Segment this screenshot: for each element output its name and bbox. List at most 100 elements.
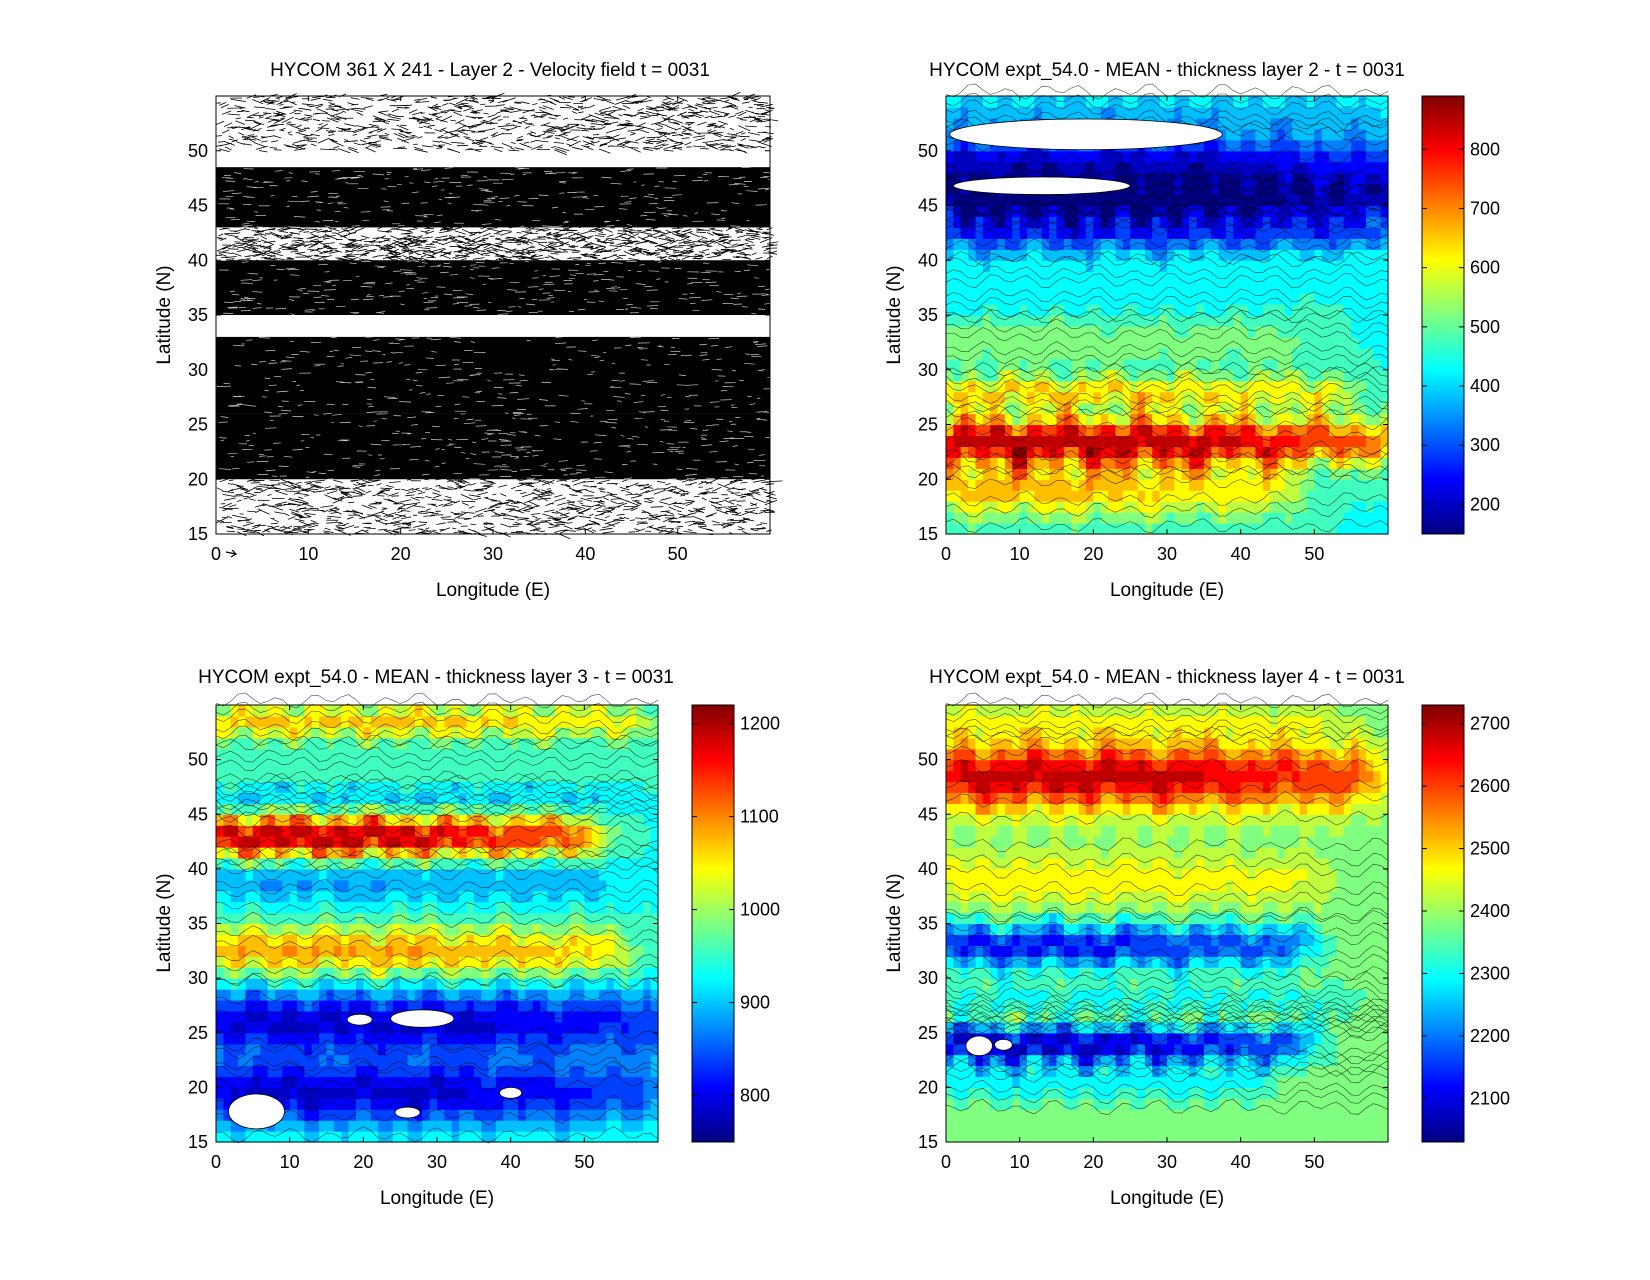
field-cell [1101,414,1109,426]
field-cell [592,945,600,957]
field-cell [533,1131,541,1143]
field-cell [518,880,526,892]
field-cell [282,749,290,761]
field-cell [1233,468,1241,480]
field-cell [1373,140,1381,152]
field-cell [327,1120,335,1132]
field-cell [518,902,526,914]
field-cell [990,249,998,261]
field-cell [1226,216,1234,228]
field-cell [643,1098,651,1110]
field-cell [1086,359,1094,371]
field-cell [385,771,393,783]
thickness-field [946,84,1389,535]
field-cell [1093,414,1101,426]
field-cell [371,924,379,936]
field-cell [319,902,327,914]
field-cell [1322,501,1330,513]
field-cell [1300,435,1308,447]
field-cell [953,490,961,502]
field-cell [1373,129,1381,141]
field-cell [548,869,556,881]
field-cell [1263,282,1271,294]
field-cell [1020,282,1028,294]
field-cell [1233,107,1241,119]
field-cell [216,1109,224,1121]
field-cell [518,934,526,946]
field-cell [1005,282,1013,294]
field-cell [422,1087,430,1099]
field-cell [606,978,614,990]
field-cell [606,771,614,783]
field-cell [1034,490,1042,502]
field-cell [636,1087,644,1099]
field-cell [636,825,644,837]
field-cell [349,803,357,815]
field-cell [1226,184,1234,196]
field-cell [349,880,357,892]
field-cell [533,1098,541,1110]
field-cell [363,1044,371,1056]
field-cell [466,1033,474,1045]
field-cell [1219,435,1227,447]
field-cell [1160,392,1168,404]
field-cell [592,825,600,837]
field-cell [614,858,622,870]
field-cell [562,967,570,979]
field-cell [459,705,467,717]
field-cell [1300,414,1308,426]
field-cell [961,107,969,119]
field-cell [1042,96,1050,108]
field-cell [1027,304,1035,316]
field-cell [1196,435,1204,447]
field-cell [1270,425,1278,437]
field-cell [651,792,659,804]
field-cell [260,716,268,728]
field-cell [349,825,357,837]
field-cell [1359,468,1367,480]
field-cell [629,1087,637,1099]
field-cell [651,956,659,968]
field-cell [1057,162,1065,174]
field-cell [1020,337,1028,349]
field-cell [518,1000,526,1012]
field-cell [643,1066,651,1078]
field-cell [297,1076,305,1088]
field-cell [584,738,592,750]
field-cell [1344,271,1352,283]
field-cell [268,1055,276,1067]
field-cell [1278,282,1286,294]
field-cell [592,1098,600,1110]
field-cell [525,792,533,804]
field-cell [1005,227,1013,239]
field-cell [1263,107,1271,119]
field-cell [341,1098,349,1110]
field-cell [946,140,954,152]
field-cell [548,913,556,925]
field-cell [643,1011,651,1023]
field-cell [1152,107,1160,119]
field-cell [511,705,519,717]
field-cell [592,760,600,772]
field-cell [393,934,401,946]
field-cell [525,1131,533,1143]
field-cell [437,934,445,946]
field-cell [1248,392,1256,404]
field-cell [496,749,504,761]
field-cell [1278,523,1286,535]
field-cell [1314,282,1322,294]
field-cell [562,738,570,750]
field-cell [946,118,954,130]
field-cell [548,1011,556,1023]
field-cell [1248,414,1256,426]
field-cell [562,1120,570,1132]
field-cell [592,1033,600,1045]
field-cell [1123,348,1131,360]
field-cell [385,891,393,903]
field-cell [584,1120,592,1132]
field-cell [592,847,600,859]
field-cell [584,705,592,717]
field-cell [1285,96,1293,108]
field-cell [1093,107,1101,119]
field-cell [356,814,364,826]
